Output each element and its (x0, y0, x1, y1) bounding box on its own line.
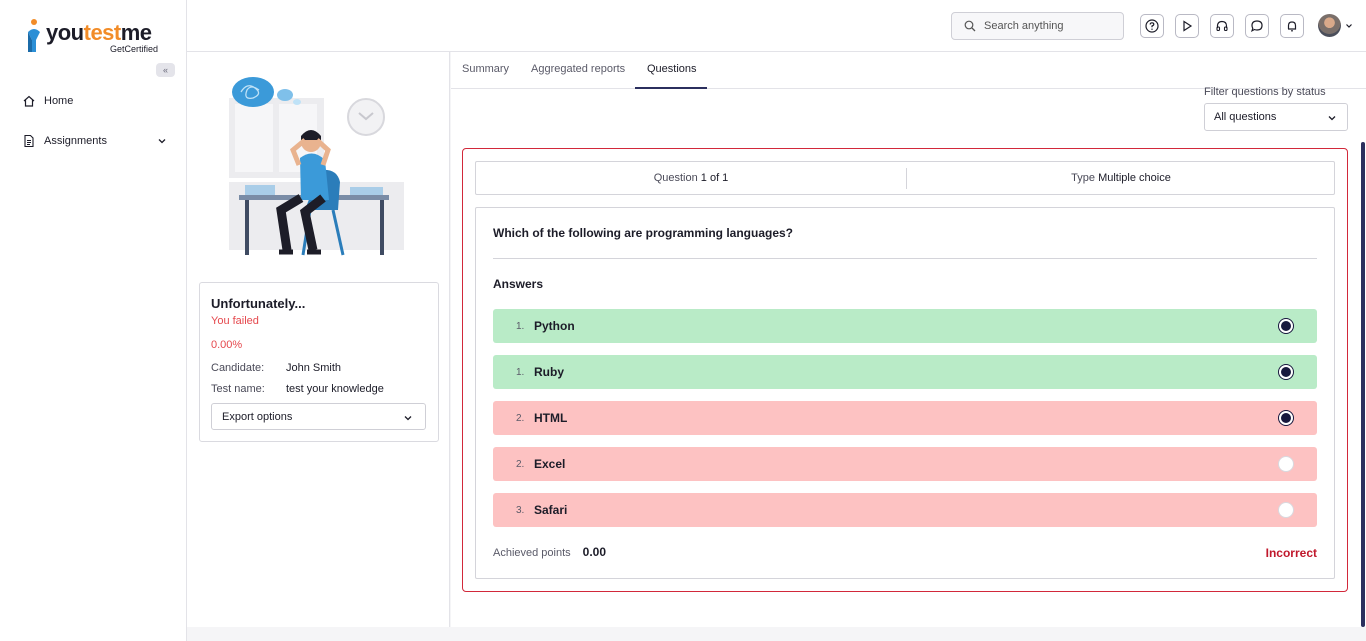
scrollbar[interactable] (1361, 142, 1365, 627)
answer-option: 1. Ruby (493, 355, 1317, 389)
search-icon (964, 20, 976, 32)
radio-unselected (1278, 502, 1294, 518)
result-status: You failed (211, 315, 259, 327)
answer-result-status: Incorrect (1265, 546, 1317, 560)
tab-aggregated-reports[interactable]: Aggregated reports (531, 63, 626, 75)
bell-icon (1287, 21, 1297, 32)
help-button[interactable] (1140, 14, 1164, 38)
chevron-down-icon[interactable] (1345, 22, 1353, 30)
answer-label: Ruby (534, 365, 564, 379)
answer-option: 3. Safari (493, 493, 1317, 527)
active-tab-indicator (635, 87, 707, 89)
chat-icon (1250, 20, 1263, 33)
brand-tagline: GetCertified (110, 44, 159, 54)
play-button[interactable] (1175, 14, 1199, 38)
document-icon (24, 134, 34, 148)
answer-number: 3. (516, 504, 525, 516)
answer-label: Safari (534, 503, 568, 517)
collapse-sidebar-button[interactable]: « (156, 63, 175, 77)
failed-illustration-image (229, 77, 404, 256)
sidebar: youtestme GetCertified « Home Assignment… (0, 0, 187, 641)
answer-label: Excel (534, 457, 566, 471)
chevron-down-icon (404, 416, 412, 421)
test-name-row: Test name: test your knowledge (211, 383, 384, 395)
tab-questions[interactable]: Questions (647, 63, 697, 75)
radio-selected (1278, 318, 1294, 334)
filter-status-select[interactable]: All questions (1204, 103, 1348, 131)
question-counter: Question 1 of 1 (653, 172, 729, 184)
headset-icon (1216, 20, 1228, 32)
candidate-label: Candidate: (211, 362, 265, 374)
result-score: 0.00% (211, 339, 243, 351)
candidate-value: John Smith (286, 362, 342, 374)
chevron-down-icon[interactable] (157, 136, 167, 146)
divider (493, 258, 1317, 259)
notifications-button[interactable] (1280, 14, 1304, 38)
question-card: Question 1 of 1 Type Multiple choice Whi… (462, 148, 1348, 592)
candidate-row: Candidate: John Smith (211, 362, 341, 374)
answer-label: Python (534, 319, 575, 333)
top-bar (187, 0, 1366, 52)
answers-heading: Answers (493, 277, 544, 291)
sidebar-item-assignments[interactable]: Assignments (22, 131, 167, 151)
chat-button[interactable] (1245, 14, 1269, 38)
filter-status-value: All questions (1214, 111, 1277, 123)
radio-selected (1278, 364, 1294, 380)
tab-summary[interactable]: Summary (462, 63, 510, 75)
filter-label: Filter questions by status (1204, 86, 1326, 98)
achieved-points-label: Achieved points (493, 547, 571, 559)
test-name-label: Test name: (211, 383, 265, 395)
tab-bar: Summary Aggregated reports Questions (451, 52, 1366, 89)
result-panel: Unfortunately... You failed 0.00% Candid… (187, 52, 450, 627)
search-box[interactable] (951, 12, 1124, 40)
achieved-points-value: 0.00 (582, 545, 607, 559)
answer-option: 2. HTML (493, 401, 1317, 435)
brand-name: youtestme (46, 20, 152, 45)
answer-number: 2. (516, 458, 525, 470)
search-input[interactable] (984, 20, 1114, 32)
sidebar-item-label: Assignments (44, 135, 107, 147)
answer-number: 1. (516, 366, 525, 378)
answer-option: 2. Excel (493, 447, 1317, 481)
question-text: Which of the following are programming l… (493, 226, 794, 240)
radio-selected (1278, 410, 1294, 426)
export-options-dropdown[interactable]: Export options (211, 403, 426, 430)
sidebar-item-label: Home (44, 95, 74, 107)
question-type: Type Multiple choice (1071, 172, 1171, 184)
achieved-points: Achieved points 0.00 (493, 545, 606, 559)
result-title: Unfortunately... (211, 296, 306, 311)
test-name-value: test your knowledge (286, 383, 384, 395)
answer-number: 1. (516, 320, 525, 332)
export-options-label: Export options (222, 410, 293, 423)
support-button[interactable] (1210, 14, 1234, 38)
home-icon (23, 95, 35, 107)
brand-logo[interactable]: youtestme GetCertified (24, 16, 164, 56)
question-meta: Question 1 of 1 Type Multiple choice (475, 161, 1335, 195)
radio-unselected (1278, 456, 1294, 472)
answer-option: 1. Python (493, 309, 1317, 343)
play-icon (1183, 20, 1193, 32)
main-content: Summary Aggregated reports Questions Fil… (451, 52, 1366, 627)
help-icon (1145, 19, 1159, 33)
answer-number: 2. (516, 412, 525, 424)
question-body: Which of the following are programming l… (475, 207, 1335, 579)
brand-logo-icon (28, 19, 40, 52)
sidebar-item-home[interactable]: Home (22, 91, 167, 111)
avatar[interactable] (1318, 14, 1341, 37)
answer-label: HTML (534, 411, 568, 425)
result-card: Unfortunately... You failed 0.00% Candid… (199, 282, 439, 442)
chevron-down-icon (1328, 116, 1336, 121)
